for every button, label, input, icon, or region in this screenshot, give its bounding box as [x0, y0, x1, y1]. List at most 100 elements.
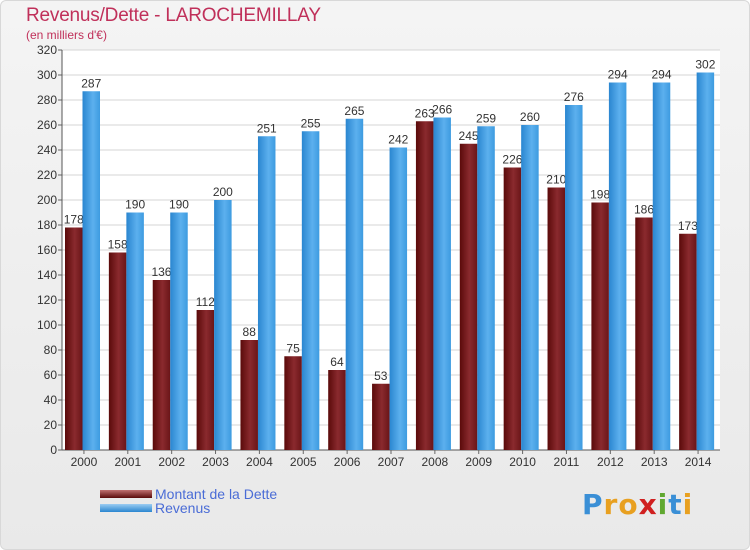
bar-revenus — [301, 131, 320, 450]
data-label: 186 — [634, 203, 654, 217]
legend-swatch-dette — [100, 490, 152, 498]
bar-revenus — [696, 72, 715, 450]
bar-revenus — [477, 126, 495, 450]
bar-dette — [196, 310, 215, 450]
y-tick-label: 140 — [37, 268, 57, 282]
x-tick-label: 2003 — [202, 455, 229, 469]
bar-dette — [503, 167, 522, 450]
data-label: 276 — [564, 90, 584, 104]
data-label: 260 — [520, 110, 540, 124]
bar-revenus — [82, 91, 100, 450]
logo-letter: o — [618, 488, 639, 521]
data-label: 178 — [64, 213, 84, 227]
y-tick-label: 300 — [37, 68, 57, 82]
x-tick-label: 2013 — [641, 455, 668, 469]
data-label: 75 — [286, 341, 300, 355]
data-label: 210 — [546, 173, 566, 187]
legend-label-revenus: Revenus — [155, 500, 211, 516]
bar-dette — [415, 121, 434, 450]
bar-revenus — [565, 105, 583, 450]
x-tick-label: 2014 — [685, 455, 712, 469]
y-tick-label: 80 — [44, 343, 58, 357]
y-tick-label: 160 — [37, 243, 57, 257]
data-label: 88 — [243, 325, 257, 339]
x-tick-label: 2000 — [71, 455, 98, 469]
data-label: 294 — [608, 68, 628, 82]
bar-dette — [372, 383, 390, 450]
bar-revenus — [652, 82, 671, 450]
bar-dette — [65, 227, 83, 450]
y-tick-label: 20 — [44, 418, 58, 432]
chart-subtitle: (en milliers d'€) — [26, 28, 107, 42]
data-label: 294 — [652, 68, 672, 82]
data-label: 265 — [344, 104, 364, 118]
bar-revenus — [389, 147, 408, 450]
x-tick-label: 2009 — [465, 455, 492, 469]
y-tick-label: 100 — [37, 318, 57, 332]
legend-swatch-revenus — [100, 504, 152, 512]
y-tick-label: 60 — [44, 368, 58, 382]
data-label: 245 — [459, 129, 479, 143]
x-tick-label: 2011 — [554, 455, 580, 469]
data-label: 190 — [169, 198, 189, 212]
x-tick-label: 2008 — [422, 455, 449, 469]
data-label: 64 — [330, 355, 344, 369]
data-label: 242 — [388, 133, 408, 147]
data-label: 263 — [415, 106, 435, 120]
y-tick-label: 180 — [37, 218, 57, 232]
data-label: 266 — [432, 103, 452, 117]
bar-dette — [547, 187, 566, 450]
y-tick-label: 200 — [37, 193, 57, 207]
bar-dette — [152, 280, 171, 450]
data-label: 302 — [695, 58, 715, 72]
legend-label-dette: Montant de la Dette — [155, 486, 278, 502]
data-label: 251 — [257, 121, 277, 135]
logo-letter: t — [668, 488, 683, 521]
bar-revenus — [345, 118, 364, 450]
y-tick-label: 120 — [37, 293, 57, 307]
y-tick-label: 0 — [50, 443, 57, 457]
bar-revenus — [126, 212, 144, 450]
bar-revenus — [257, 136, 276, 450]
y-tick-label: 260 — [37, 118, 57, 132]
y-tick-label: 220 — [37, 168, 57, 182]
x-tick-label: 2002 — [158, 455, 185, 469]
bar-revenus — [521, 125, 539, 450]
bar-revenus — [608, 82, 627, 450]
y-tick-label: 40 — [44, 393, 58, 407]
bar-dette — [108, 252, 127, 450]
bar-dette — [284, 356, 302, 450]
logo-letter: i — [682, 488, 694, 521]
data-label: 112 — [196, 295, 215, 309]
logo-letter: i — [657, 488, 669, 521]
bar-revenus — [433, 117, 451, 450]
logo-letter: P — [582, 488, 604, 521]
x-tick-label: 2007 — [378, 455, 405, 469]
x-tick-label: 2006 — [334, 455, 361, 469]
x-tick-label: 2001 — [114, 455, 141, 469]
y-tick-label: 280 — [37, 93, 57, 107]
data-label: 255 — [301, 116, 321, 130]
logo-letter: x — [638, 488, 658, 521]
x-tick-label: 2012 — [597, 455, 624, 469]
bar-revenus — [214, 200, 232, 450]
x-tick-label: 2005 — [290, 455, 317, 469]
y-tick-label: 240 — [37, 143, 57, 157]
bar-dette — [328, 370, 346, 450]
bar-dette — [591, 202, 609, 450]
bar-dette — [240, 340, 258, 450]
chart-title: Revenus/Dette - LAROCHEMILLAY — [26, 5, 321, 26]
bar-dette — [635, 217, 653, 450]
data-label: 136 — [151, 265, 171, 279]
data-label: 200 — [213, 185, 233, 199]
x-tick-label: 2004 — [246, 455, 273, 469]
data-label: 190 — [125, 198, 145, 212]
x-tick-label: 2010 — [509, 455, 536, 469]
data-label: 198 — [590, 188, 610, 202]
data-label: 173 — [678, 219, 698, 233]
bar-revenus — [170, 212, 188, 450]
data-label: 287 — [81, 76, 101, 90]
logo-letter: r — [603, 488, 619, 521]
bar-dette — [459, 143, 478, 450]
